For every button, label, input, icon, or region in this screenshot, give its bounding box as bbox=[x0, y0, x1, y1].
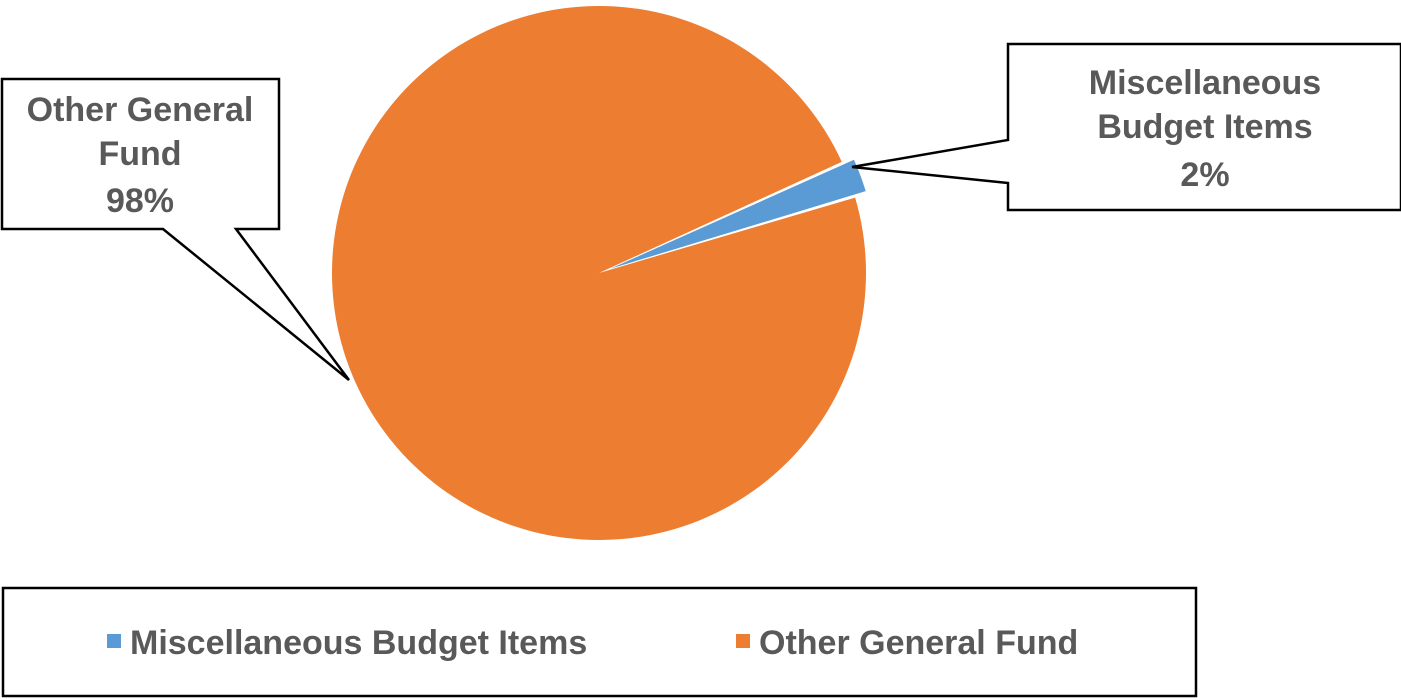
pie-slices bbox=[332, 5, 867, 540]
callout-misc-value: 2% bbox=[1180, 156, 1229, 194]
callout-other: Other General Fund 98% bbox=[0, 77, 351, 381]
legend-label-other-general-fund: Other General Fund bbox=[759, 624, 1078, 662]
legend-label-miscellaneous-budget-items: Miscellaneous Budget Items bbox=[130, 624, 587, 662]
legend-swatch-other-general-fund bbox=[736, 634, 750, 648]
pie-slice-miscellaneous-budget-items[interactable] bbox=[610, 159, 866, 269]
legend-swatch-miscellaneous-budget-items bbox=[107, 634, 121, 648]
callout-other-line1: Other General bbox=[27, 91, 254, 129]
callout-misc-line2: Budget Items bbox=[1097, 108, 1312, 146]
pie-slice-other-general-fund[interactable] bbox=[332, 5, 867, 540]
callout-misc-box bbox=[851, 42, 1401, 212]
callout-misc: Miscellaneous Budget Items 2% bbox=[851, 42, 1401, 212]
callout-misc-line1: Miscellaneous bbox=[1089, 64, 1321, 102]
callout-other-line2: Fund bbox=[98, 135, 181, 173]
legend: Miscellaneous Budget Items Other General… bbox=[1, 586, 1198, 698]
callout-other-value: 98% bbox=[106, 182, 174, 220]
callout-other-box bbox=[0, 77, 351, 381]
legend-box bbox=[1, 586, 1198, 698]
